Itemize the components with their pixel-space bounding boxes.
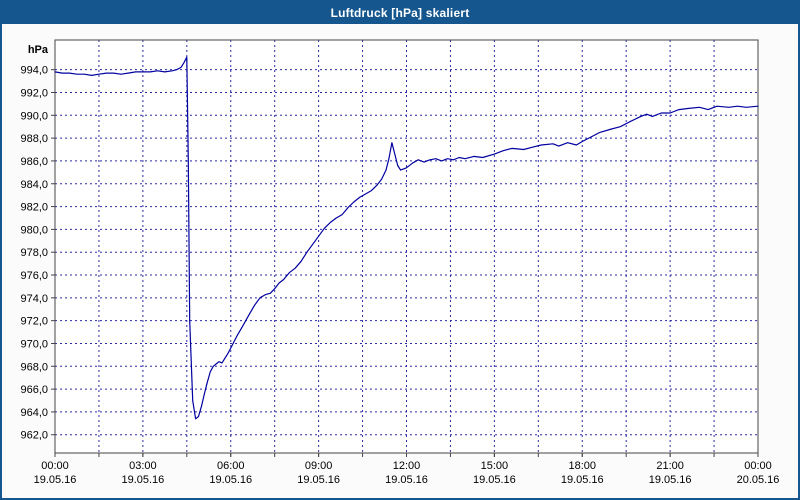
svg-text:968,0: 968,0 <box>20 361 48 373</box>
pressure-chart: 962,0 964,0 966,0 968,0 970,0 972,0 974,0 976,0… <box>2 24 798 498</box>
svg-text:15:00: 15:00 <box>481 460 509 472</box>
chart-canvas: 962,0 964,0 966,0 968,0 970,0 972,0 974,0 976,0… <box>2 24 798 498</box>
svg-text:20.05.16: 20.05.16 <box>737 474 780 486</box>
svg-text:972,0: 972,0 <box>20 316 48 328</box>
svg-text:970,0: 970,0 <box>20 338 48 350</box>
svg-text:19.05.16: 19.05.16 <box>561 474 604 486</box>
svg-text:978,0: 978,0 <box>20 247 48 259</box>
svg-text:21:00: 21:00 <box>656 460 684 472</box>
svg-text:19.05.16: 19.05.16 <box>473 474 516 486</box>
svg-text:990,0: 990,0 <box>20 110 48 122</box>
svg-text:19.05.16: 19.05.16 <box>385 474 428 486</box>
svg-text:994,0: 994,0 <box>20 65 48 77</box>
svg-text:974,0: 974,0 <box>20 293 48 305</box>
svg-text:964,0: 964,0 <box>20 407 48 419</box>
title-bar: Luftdruck [hPa] skaliert <box>2 2 798 24</box>
svg-text:962,0: 962,0 <box>20 430 48 442</box>
window-title: Luftdruck [hPa] skaliert <box>330 6 470 20</box>
svg-text:06:00: 06:00 <box>217 460 245 472</box>
svg-text:986,0: 986,0 <box>20 156 48 168</box>
svg-text:19.05.16: 19.05.16 <box>34 474 77 486</box>
svg-text:03:00: 03:00 <box>129 460 157 472</box>
svg-text:982,0: 982,0 <box>20 202 48 214</box>
svg-text:00:00: 00:00 <box>744 460 772 472</box>
svg-text:19.05.16: 19.05.16 <box>121 474 164 486</box>
svg-text:966,0: 966,0 <box>20 384 48 396</box>
svg-text:980,0: 980,0 <box>20 224 48 236</box>
svg-text:19.05.16: 19.05.16 <box>297 474 340 486</box>
svg-text:18:00: 18:00 <box>568 460 596 472</box>
svg-text:976,0: 976,0 <box>20 270 48 282</box>
svg-text:hPa: hPa <box>28 44 49 56</box>
svg-text:992,0: 992,0 <box>20 87 48 99</box>
svg-text:19.05.16: 19.05.16 <box>649 474 692 486</box>
svg-text:988,0: 988,0 <box>20 133 48 145</box>
svg-text:12:00: 12:00 <box>393 460 421 472</box>
svg-text:984,0: 984,0 <box>20 179 48 191</box>
svg-text:00:00: 00:00 <box>41 460 69 472</box>
svg-text:09:00: 09:00 <box>305 460 333 472</box>
svg-text:19.05.16: 19.05.16 <box>209 474 252 486</box>
